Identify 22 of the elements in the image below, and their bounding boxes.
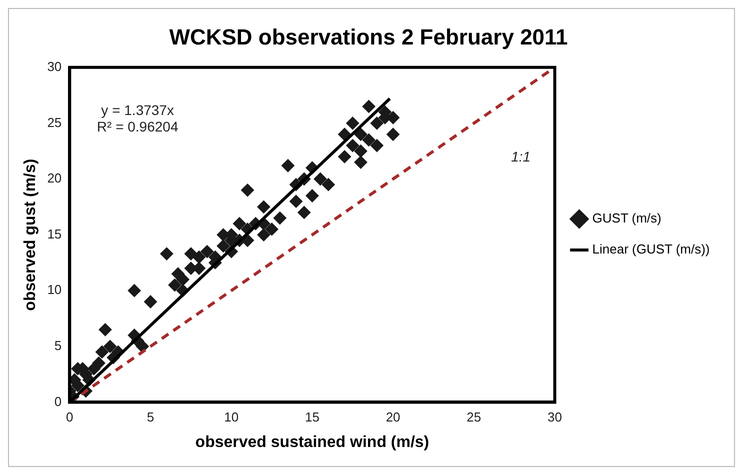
y-tick-label: 30 (47, 58, 62, 74)
legend-label: GUST (m/s) (592, 210, 662, 226)
x-tick-label: 15 (304, 410, 320, 425)
annotation: 1:1 (511, 148, 531, 165)
y-tick-label: 10 (47, 282, 62, 298)
x-tick-label: 25 (466, 410, 482, 425)
x-tick-label: 10 (224, 410, 239, 425)
x-axis-title: observed sustained wind (m/s) (195, 434, 430, 451)
x-tick-label: 20 (386, 410, 400, 425)
x-tick-label: 30 (548, 410, 562, 425)
y-tick-label: 25 (47, 114, 62, 130)
x-tick-label: 0 (66, 410, 74, 425)
y-axis-title: observed gust (m/s) (22, 158, 40, 311)
y-tick-label: 20 (47, 170, 62, 186)
annotation: y = 1.3737x (101, 102, 174, 118)
y-tick-label: 5 (54, 338, 62, 353)
chart-title: WCKSD observations 2 February 2011 (169, 24, 568, 50)
annotation: R² = 0.96204 (96, 118, 178, 135)
y-tick-label: 0 (54, 394, 62, 409)
legend-label: Linear (GUST (m/s)) (592, 242, 710, 257)
x-tick-label: 5 (146, 410, 154, 425)
y-tick-label: 15 (47, 226, 62, 242)
